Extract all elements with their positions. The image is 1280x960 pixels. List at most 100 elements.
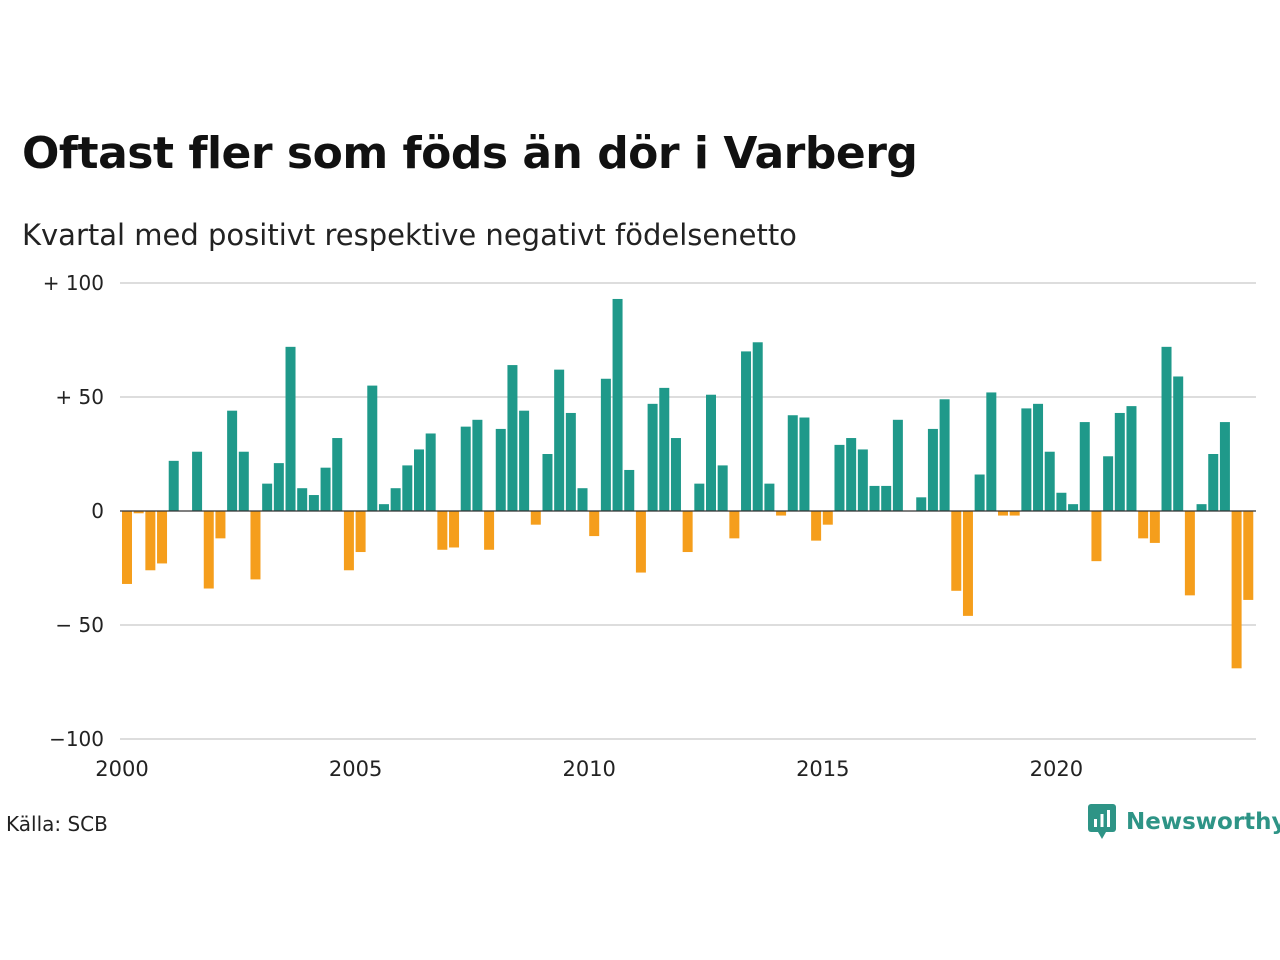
bar-positive bbox=[881, 485, 892, 511]
bar-positive bbox=[472, 419, 483, 511]
x-tick-label: 2000 bbox=[95, 757, 148, 781]
bar-positive bbox=[857, 449, 868, 511]
bar-positive bbox=[1079, 422, 1090, 511]
bar-positive bbox=[927, 428, 938, 511]
bar-positive bbox=[1056, 492, 1067, 511]
bar-negative bbox=[822, 511, 833, 525]
bar-positive bbox=[612, 298, 623, 511]
x-tick-label: 2015 bbox=[796, 757, 849, 781]
bar-positive bbox=[846, 438, 857, 511]
bar-negative bbox=[355, 511, 366, 553]
bar-negative bbox=[133, 511, 144, 514]
bar-positive bbox=[752, 342, 763, 511]
bar-negative bbox=[1149, 511, 1160, 543]
bar-positive bbox=[565, 412, 576, 511]
y-tick-label: −100 bbox=[49, 727, 104, 751]
bar-negative bbox=[215, 511, 226, 539]
bar-positive bbox=[717, 465, 728, 511]
bar-positive bbox=[402, 465, 413, 511]
bar-negative bbox=[729, 511, 740, 539]
bar-positive bbox=[542, 454, 553, 511]
bar-positive bbox=[1021, 408, 1032, 511]
bar-negative bbox=[1138, 511, 1149, 539]
bar-positive bbox=[670, 438, 681, 511]
bar-positive bbox=[1208, 454, 1219, 511]
bar-positive bbox=[741, 351, 752, 511]
bar-negative bbox=[343, 511, 354, 571]
bar-positive bbox=[869, 485, 880, 511]
bar-positive bbox=[694, 483, 705, 511]
bar-positive bbox=[273, 463, 284, 511]
bar-negative bbox=[449, 511, 460, 548]
y-tick-label: + 50 bbox=[55, 385, 104, 409]
x-tick-label: 2020 bbox=[1030, 757, 1083, 781]
bar-positive bbox=[460, 426, 471, 511]
source-note: Källa: SCB bbox=[6, 812, 108, 836]
bar-positive bbox=[706, 394, 716, 511]
bar-negative bbox=[1243, 511, 1254, 600]
brand-name: Newsworthy bbox=[1126, 809, 1280, 835]
bar-positive bbox=[787, 415, 798, 511]
bar-positive bbox=[297, 488, 308, 511]
bars bbox=[122, 298, 1254, 669]
bar-positive bbox=[378, 504, 389, 511]
x-axis-labels: 2000 2005 2010 2015 2020 bbox=[95, 757, 1083, 781]
bar-positive bbox=[1114, 412, 1125, 511]
bar-positive bbox=[764, 483, 775, 511]
grid-lines bbox=[120, 282, 1256, 740]
bar-negative bbox=[1184, 511, 1195, 596]
bar-chart: + 100 + 50 0 − 50 −100 2000 2005 2010 2015 2020 bbox=[43, 271, 1256, 781]
bar-positive bbox=[799, 417, 810, 511]
bar-negative bbox=[1231, 511, 1242, 669]
bar-positive bbox=[332, 438, 343, 511]
bar-positive bbox=[320, 467, 331, 511]
bar-positive bbox=[285, 346, 296, 511]
bar-positive bbox=[1196, 504, 1207, 511]
bar-positive bbox=[507, 365, 518, 511]
bar-positive bbox=[1103, 456, 1114, 511]
bar-positive bbox=[1161, 346, 1172, 511]
bar-negative bbox=[635, 511, 646, 573]
bar-positive bbox=[624, 469, 635, 511]
newsworthy-logo: Newsworthy bbox=[1088, 804, 1280, 840]
bar-negative bbox=[484, 511, 495, 550]
bar-positive bbox=[554, 369, 565, 511]
bar-negative bbox=[951, 511, 962, 591]
bar-positive bbox=[390, 488, 401, 511]
bar-negative bbox=[122, 511, 132, 584]
bar-positive bbox=[1044, 451, 1055, 511]
bar-positive bbox=[834, 444, 845, 511]
bar-positive bbox=[308, 495, 319, 511]
bar-positive bbox=[262, 483, 273, 511]
bar-negative bbox=[776, 511, 787, 516]
bar-positive bbox=[600, 378, 611, 511]
bar-positive bbox=[916, 497, 927, 511]
bar-positive bbox=[168, 460, 179, 511]
bar-positive bbox=[1126, 406, 1137, 511]
bar-negative bbox=[962, 511, 973, 616]
bar-negative bbox=[998, 511, 1008, 516]
bar-positive bbox=[425, 433, 436, 511]
bar-negative bbox=[682, 511, 693, 553]
bar-positive bbox=[939, 399, 950, 511]
bar-positive bbox=[238, 451, 249, 511]
bar-negative bbox=[589, 511, 600, 537]
y-axis-labels: + 100 + 50 0 − 50 −100 bbox=[43, 271, 104, 751]
x-tick-label: 2005 bbox=[329, 757, 382, 781]
bar-negative bbox=[811, 511, 822, 541]
y-tick-label: 0 bbox=[91, 499, 104, 523]
bar-negative bbox=[203, 511, 214, 589]
bar-positive bbox=[1173, 376, 1184, 511]
bar-negative bbox=[530, 511, 541, 525]
bar-negative bbox=[157, 511, 168, 564]
x-tick-label: 2010 bbox=[562, 757, 615, 781]
bar-positive bbox=[1219, 422, 1230, 511]
newsworthy-logo-icon bbox=[1088, 804, 1116, 839]
chart-subtitle: Kvartal med positivt respektive negativt… bbox=[22, 218, 797, 252]
bar-positive bbox=[647, 403, 658, 511]
bar-positive bbox=[519, 410, 530, 511]
bar-positive bbox=[227, 410, 238, 511]
bar-positive bbox=[659, 387, 670, 511]
bar-positive bbox=[974, 474, 985, 511]
bar-positive bbox=[367, 385, 378, 511]
